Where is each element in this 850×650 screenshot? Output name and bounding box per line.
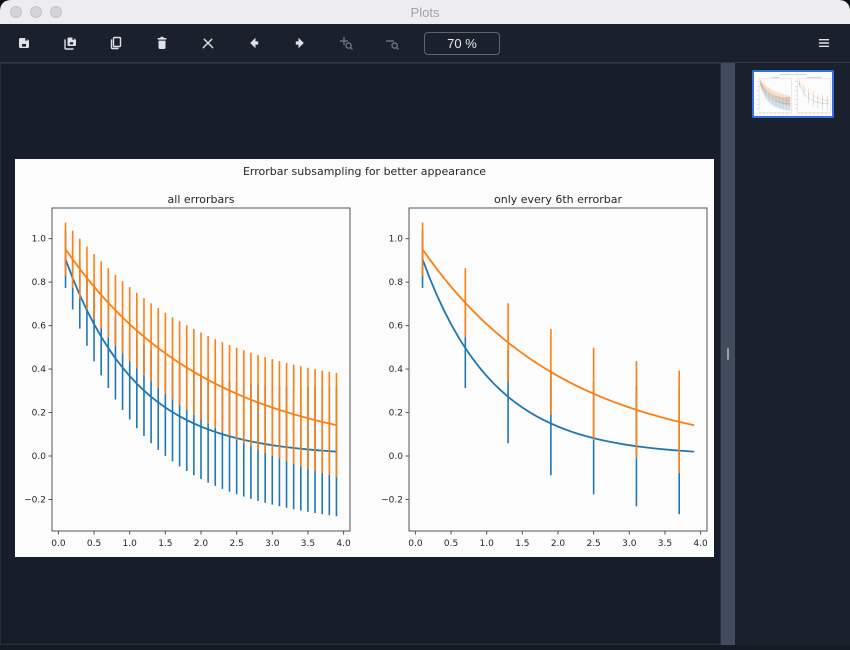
zoom-in-button[interactable] (332, 29, 360, 57)
close-button[interactable] (10, 6, 22, 18)
toolbar: 70 % (0, 24, 850, 63)
thumbnail-sidebar (735, 63, 850, 645)
save-all-button[interactable] (56, 29, 84, 57)
svg-text:1.5: 1.5 (158, 539, 172, 549)
svg-text:0.0: 0.0 (51, 539, 66, 549)
save-icon (19, 38, 29, 48)
svg-text:3.5: 3.5 (658, 539, 672, 549)
zoom-out-button[interactable] (378, 29, 406, 57)
svg-text:only every 6th errorbar: only every 6th errorbar (494, 193, 622, 206)
zoom-out-icon (385, 40, 399, 50)
copy-button[interactable] (102, 29, 130, 57)
svg-text:0.5: 0.5 (87, 539, 101, 549)
titlebar: Plots (0, 0, 850, 24)
trash-icon (157, 36, 167, 49)
minimize-button[interactable] (30, 6, 42, 18)
options-menu-button[interactable] (810, 29, 838, 57)
save-all-icon (64, 37, 76, 50)
back-button[interactable] (240, 29, 268, 57)
svg-text:4.0: 4.0 (693, 539, 708, 549)
svg-text:−0.2: −0.2 (381, 495, 403, 505)
forward-button[interactable] (286, 29, 314, 57)
svg-text:2.0: 2.0 (551, 539, 566, 549)
errorbar-figure: Errorbar subsampling for better appearan… (15, 159, 714, 557)
close-all-button[interactable] (194, 29, 222, 57)
copy-icon (110, 36, 122, 50)
svg-text:2.5: 2.5 (586, 539, 600, 549)
svg-text:0.4: 0.4 (32, 365, 47, 375)
svg-text:0.0: 0.0 (32, 452, 47, 462)
content-area: Errorbar subsampling for better appearan… (0, 63, 850, 645)
svg-text:4.0: 4.0 (336, 539, 351, 549)
svg-text:3.5: 3.5 (301, 539, 315, 549)
menu-icon (818, 39, 830, 47)
svg-text:1.0: 1.0 (32, 235, 47, 245)
svg-text:0.0: 0.0 (389, 452, 404, 462)
delete-button[interactable] (148, 29, 176, 57)
zoom-button[interactable] (50, 6, 62, 18)
svg-text:0.6: 0.6 (32, 322, 47, 332)
splitter-handle-icon (727, 348, 729, 360)
plot-panel: Errorbar subsampling for better appearan… (0, 63, 721, 645)
svg-text:1.0: 1.0 (389, 235, 404, 245)
close-all-icon (202, 38, 214, 49)
svg-text:3.0: 3.0 (622, 539, 637, 549)
window-controls (10, 0, 62, 24)
svg-text:1.0: 1.0 (123, 539, 138, 549)
svg-text:−0.2: −0.2 (24, 495, 46, 505)
svg-text:2.0: 2.0 (194, 539, 209, 549)
panel-splitter[interactable] (721, 63, 735, 645)
svg-text:0.0: 0.0 (408, 539, 423, 549)
plot-image: Errorbar subsampling for better appearan… (15, 159, 714, 557)
svg-text:Errorbar subsampling for bette: Errorbar subsampling for better appearan… (243, 165, 486, 178)
window-title: Plots (410, 4, 440, 20)
thumbnail-image (755, 73, 831, 115)
svg-text:2.5: 2.5 (229, 539, 243, 549)
zoom-level-input[interactable]: 70 % (424, 31, 500, 55)
svg-text:3.0: 3.0 (265, 539, 280, 549)
zoom-in-icon (339, 36, 353, 50)
svg-text:0.2: 0.2 (32, 409, 46, 419)
arrow-right-icon (295, 37, 304, 49)
svg-text:0.8: 0.8 (32, 278, 47, 288)
svg-text:0.8: 0.8 (389, 278, 404, 288)
svg-text:0.4: 0.4 (389, 365, 404, 375)
plot-thumbnail-selected[interactable] (752, 70, 834, 118)
window-bottom-edge (0, 645, 850, 650)
svg-text:0.6: 0.6 (389, 322, 404, 332)
arrow-left-icon (250, 37, 259, 49)
svg-text:1.0: 1.0 (480, 539, 495, 549)
save-button[interactable] (10, 29, 38, 57)
svg-text:all errorbars: all errorbars (168, 193, 235, 206)
svg-text:0.2: 0.2 (389, 409, 403, 419)
svg-text:0.5: 0.5 (444, 539, 458, 549)
svg-text:1.5: 1.5 (515, 539, 529, 549)
